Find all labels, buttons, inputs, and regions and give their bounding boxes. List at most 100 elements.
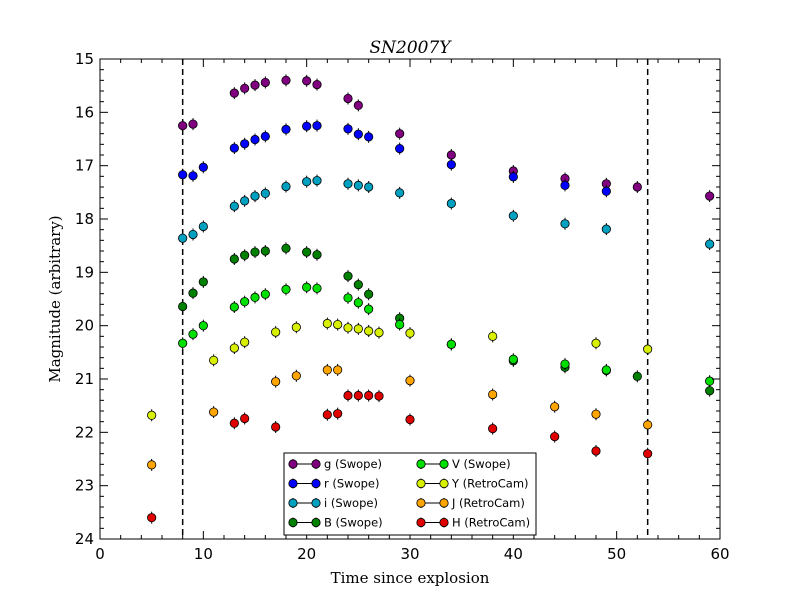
data-point: [405, 328, 415, 338]
data-point: [240, 250, 250, 260]
series-j-retrocam: [147, 363, 653, 471]
data-point: [281, 75, 291, 85]
data-point: [353, 279, 363, 290]
data-point: [508, 172, 518, 182]
axis-ticks: 0 10 20 30 40 50 60 15 16 17 18 19 20 21 22 23 24: [75, 50, 730, 563]
legend-label: g (Swope): [324, 457, 382, 471]
y-tick-label: 18: [75, 210, 94, 228]
legend-marker: [439, 498, 449, 508]
data-point: [260, 188, 270, 198]
series-y-retrocam: [147, 317, 653, 422]
data-point: [178, 121, 188, 131]
legend-marker: [288, 517, 298, 528]
data-point: [240, 337, 250, 347]
data-point: [240, 83, 250, 93]
y-tick-label: 19: [75, 263, 94, 281]
legend-marker: [416, 459, 426, 469]
data-point: [364, 304, 374, 314]
data-point: [560, 359, 570, 369]
data-point: [250, 134, 260, 145]
data-point: [446, 339, 456, 349]
data-point: [395, 319, 405, 330]
data-point: [395, 188, 405, 198]
data-point: [601, 365, 611, 375]
y-tick-label: 22: [75, 423, 94, 441]
data-point: [405, 375, 415, 386]
data-point: [705, 191, 715, 201]
legend-item: H (RetroCam): [416, 516, 530, 530]
legend-marker: [416, 478, 426, 489]
data-point: [178, 233, 188, 243]
legend-marker: [311, 517, 321, 528]
data-point: [312, 80, 322, 90]
legend-marker: [416, 498, 426, 508]
data-point: [291, 322, 301, 332]
data-point: [178, 170, 188, 180]
legend-marker: [311, 478, 321, 489]
data-point: [229, 254, 239, 264]
data-point: [488, 389, 498, 400]
data-point: [560, 180, 570, 190]
data-point: [198, 162, 208, 172]
data-point: [405, 414, 415, 425]
data-point: [312, 250, 322, 260]
data-point: [271, 377, 281, 387]
data-point: [209, 407, 219, 417]
data-point: [446, 198, 456, 209]
data-point: [343, 179, 353, 189]
data-point: [508, 211, 518, 221]
data-point: [188, 329, 198, 339]
y-tick-label: 24: [75, 530, 94, 548]
data-point: [302, 282, 312, 292]
data-point: [488, 423, 498, 434]
data-point: [643, 344, 653, 354]
data-point: [550, 402, 560, 412]
data-point: [178, 301, 188, 312]
data-point: [240, 139, 250, 149]
data-point: [178, 338, 188, 348]
x-axis-label: Time since explosion: [331, 569, 490, 587]
data-point: [705, 376, 715, 386]
legend-item: V (Swope): [416, 457, 511, 471]
legend-label: Y (RetroCam): [451, 477, 529, 491]
legend-item: J (RetroCam): [416, 496, 525, 510]
data-point: [601, 224, 611, 234]
y-tick-label: 17: [75, 157, 94, 175]
data-point: [353, 390, 363, 401]
data-point: [322, 365, 332, 375]
data-point: [147, 410, 157, 420]
y-tick-label: 15: [75, 50, 94, 68]
data-point: [353, 129, 363, 139]
data-point: [322, 410, 332, 420]
y-tick-label: 21: [75, 370, 94, 388]
data-point: [643, 420, 653, 430]
data-point: [240, 297, 250, 307]
x-tick-label: 30: [400, 545, 419, 563]
data-point: [395, 144, 405, 154]
series-v-swope: [178, 281, 715, 388]
data-point: [188, 119, 198, 129]
data-point: [705, 239, 715, 249]
series-b-swope: [178, 242, 715, 397]
legend-label: i (Swope): [324, 496, 378, 510]
data-point: [632, 371, 642, 381]
legend-item: i (Swope): [288, 496, 378, 510]
data-point: [560, 219, 570, 229]
data-point: [250, 292, 260, 302]
data-point: [198, 221, 208, 232]
data-point: [209, 355, 219, 365]
data-point: [188, 288, 198, 298]
y-axis-label: Magnitude (arbitrary): [46, 215, 64, 382]
chart-title: SN2007Y: [369, 38, 452, 58]
legend-label: H (RetroCam): [452, 516, 530, 530]
data-point: [364, 326, 374, 336]
data-point: [374, 391, 384, 401]
data-point: [333, 409, 343, 419]
series-h-retrocam: [147, 389, 653, 524]
x-tick-label: 20: [297, 545, 316, 563]
data-point: [446, 150, 456, 160]
data-point: [260, 289, 270, 299]
data-point: [343, 323, 353, 333]
legend-label: J (RetroCam): [451, 496, 525, 510]
data-point: [343, 124, 353, 134]
